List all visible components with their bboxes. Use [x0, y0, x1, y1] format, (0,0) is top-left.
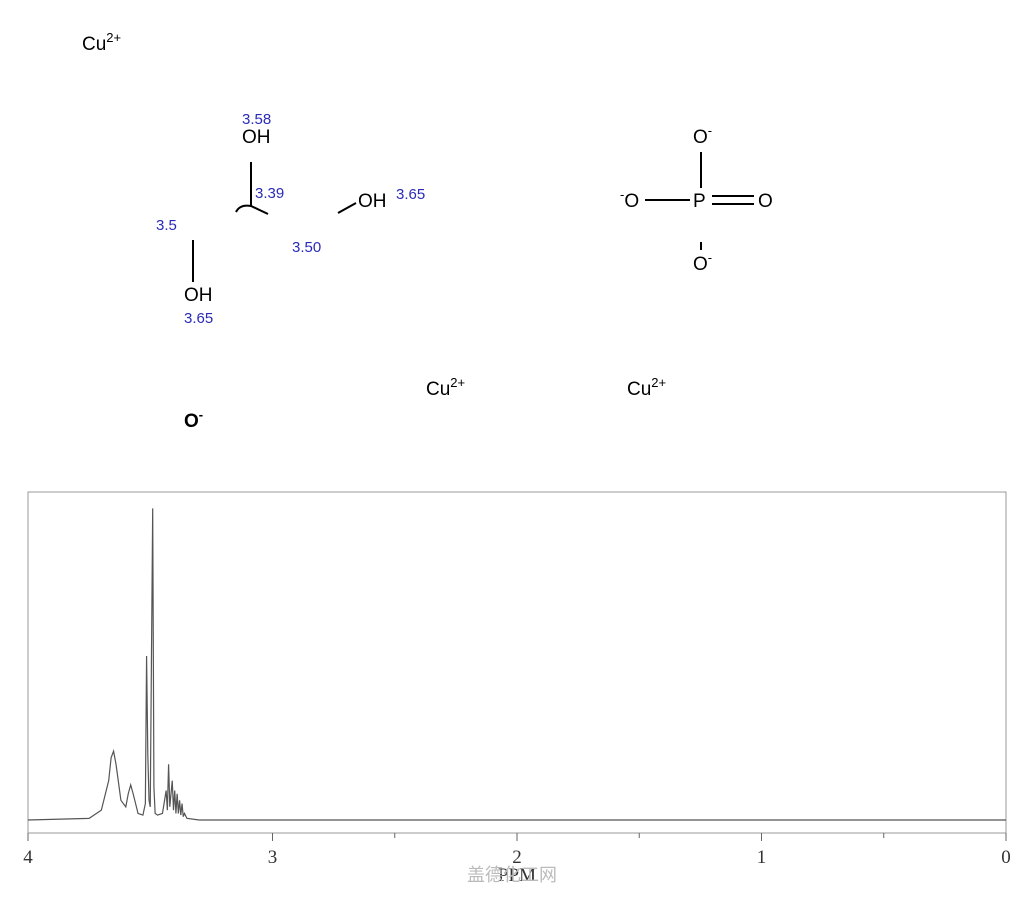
- shift-label: 3.50: [292, 239, 321, 256]
- x-tick-label: 3: [268, 847, 278, 868]
- atom: O-: [184, 407, 203, 432]
- atom-symbol: O: [693, 127, 708, 148]
- atom: OH: [184, 285, 213, 306]
- atom: O-: [693, 250, 712, 275]
- atom-symbol: O: [624, 191, 639, 212]
- atom: O: [758, 191, 773, 212]
- bond: [235, 162, 269, 215]
- bond: [337, 202, 357, 214]
- ion-charge: 2+: [106, 30, 121, 45]
- shift-label: 3.58: [242, 111, 271, 128]
- cu-ion: Cu2+: [82, 30, 121, 55]
- watermark: 盖德化工网: [467, 865, 557, 886]
- atom-symbol: O: [693, 254, 708, 275]
- x-axis-label: PPM: [498, 865, 536, 886]
- cu-ion: Cu2+: [426, 375, 465, 400]
- bond: [645, 152, 754, 250]
- ion-symbol: Cu: [627, 379, 651, 400]
- ion-symbol: Cu: [426, 379, 450, 400]
- shift-label: 3.65: [184, 310, 213, 327]
- cu-ion: Cu2+: [627, 375, 666, 400]
- x-tick-label: 0: [1001, 847, 1011, 868]
- shift-label: 3.5: [156, 217, 177, 234]
- ion-symbol: Cu: [82, 34, 106, 55]
- atom: -O: [620, 187, 639, 212]
- atom-charge: -: [620, 187, 624, 202]
- atom: P: [693, 191, 706, 212]
- shift-label: 3.65: [396, 186, 425, 203]
- x-tick-label: 1: [757, 847, 767, 868]
- atom: OH: [358, 191, 387, 212]
- plot-frame: [27, 491, 1007, 834]
- x-tick-label: 2: [512, 847, 522, 868]
- atom: O-: [693, 123, 712, 148]
- shift-label: 3.39: [255, 185, 284, 202]
- atom-symbol: O: [184, 411, 199, 432]
- ion-charge: 2+: [450, 375, 465, 390]
- atom-charge: -: [708, 123, 712, 138]
- x-tick-label: 4: [23, 847, 33, 868]
- atom: OH: [242, 127, 271, 148]
- atom-charge: -: [199, 407, 203, 422]
- spectrum-line: [27, 508, 1006, 821]
- atom-charge: -: [708, 250, 712, 265]
- ion-charge: 2+: [651, 375, 666, 390]
